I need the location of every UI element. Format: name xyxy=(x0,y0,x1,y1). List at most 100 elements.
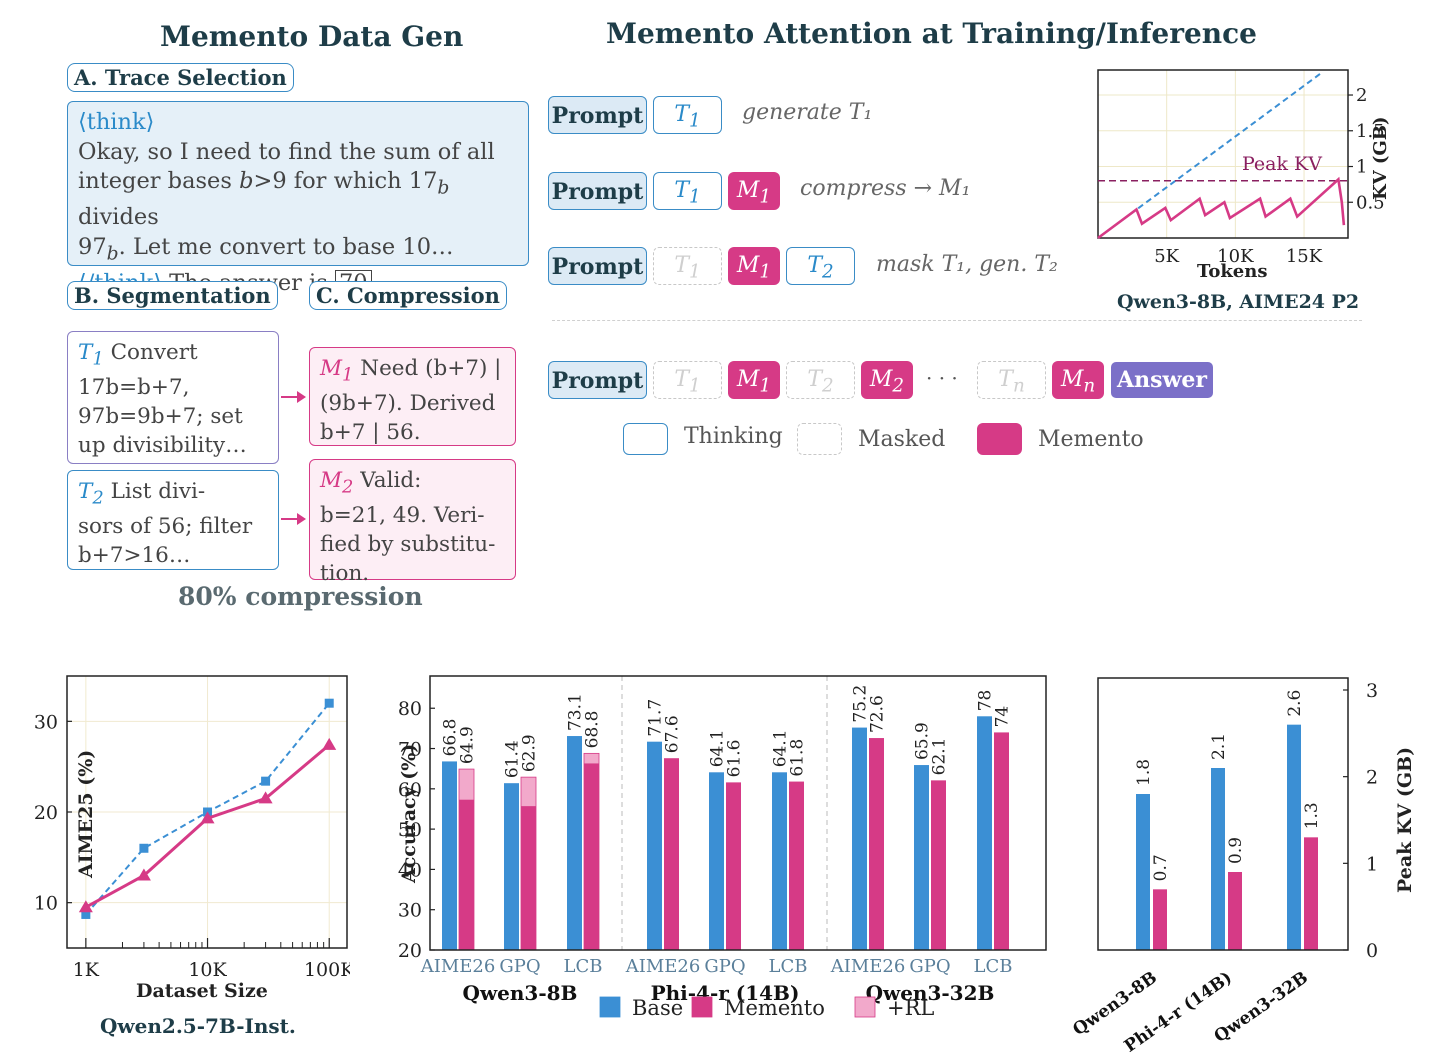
pk-base-bar xyxy=(1136,794,1150,950)
pk-y-tick-label: 1 xyxy=(1366,853,1378,875)
thinking-block-t2: T2 xyxy=(786,247,855,285)
acc-base-bar xyxy=(914,765,929,950)
arrow-t2-m2 xyxy=(281,513,306,525)
kv-x-tick-label: 5K xyxy=(1154,246,1179,267)
prompt-block: Prompt xyxy=(548,361,647,399)
acc-memento-value-label: 74 xyxy=(993,706,1013,728)
legend-masked-label: Masked xyxy=(858,427,946,452)
prompt-block: Prompt xyxy=(548,96,647,134)
pk-memento-value-label: 0.7 xyxy=(1151,854,1171,881)
pk-y-label: Peak KV (GB) xyxy=(1394,747,1416,893)
pk-memento-bar xyxy=(1304,837,1318,950)
pk-memento-value-label: 1.3 xyxy=(1302,802,1322,829)
acc-memento-value-label: 61.6 xyxy=(725,740,745,778)
thinking-block-t1: T1 xyxy=(653,172,722,210)
ds-plot-frame xyxy=(66,675,348,949)
compression-heading: C. Compression xyxy=(309,281,507,310)
acc-memento-bar xyxy=(789,781,804,950)
acc-group-label: Qwen3-8B xyxy=(463,981,578,1005)
acc-base-bar xyxy=(852,727,867,950)
acc-category-label: LCB xyxy=(974,956,1013,977)
ds-x-tick-label: 10K xyxy=(188,959,227,981)
acc-base-bar xyxy=(567,736,582,950)
acc-category-label: AIME26 xyxy=(420,956,496,977)
ds-x-tick-label: 1K xyxy=(73,959,100,981)
acc-memento-bar xyxy=(726,782,741,950)
acc-category-label: AIME26 xyxy=(625,956,701,977)
pk-base-bar xyxy=(1287,724,1301,950)
ds-y-label: AIME25 (%) xyxy=(75,750,97,879)
acc-legend-swatch xyxy=(691,996,713,1018)
annotation-mask-gen: mask T₁, gen. T₂ xyxy=(876,252,1058,277)
acc-memento-bar xyxy=(931,780,946,950)
acc-memento-bar xyxy=(459,799,474,950)
memento-m2-box: M2 Valid: b=21, 49. Veri- fied by substi… xyxy=(309,459,516,586)
acc-y-tick-label: 40 xyxy=(398,859,422,881)
pk-memento-value-label: 0.9 xyxy=(1226,837,1246,864)
masked-block-t1: T1 xyxy=(653,247,722,285)
ds-y-tick-label: 20 xyxy=(34,802,58,824)
acc-base-value-label: 66.8 xyxy=(441,719,461,757)
ellipsis: · · · xyxy=(926,366,958,390)
think-open-tag: ⟨think⟩ xyxy=(78,109,155,135)
kv-y-label: KV (GB) xyxy=(1370,117,1391,201)
acc-y-tick-label: 30 xyxy=(398,900,422,922)
prompt-block: Prompt xyxy=(548,247,647,285)
kv-chart: 5K 10K 15K 0.5 1 1.5 2 Peak KV Tokens KV (GB) xyxy=(1097,69,1391,282)
acc-base-value-label: 64.1 xyxy=(708,729,728,767)
acc-y-tick-label: 70 xyxy=(398,739,422,761)
segment-t1-box: T1 Convert 17b=b+7, 97b=9b+7; set up div… xyxy=(67,331,279,464)
masked-block-t2: T2 xyxy=(786,361,855,399)
acc-base-bar xyxy=(647,741,662,950)
memento-block-m1: M1 xyxy=(728,361,780,399)
acc-category-label: AIME26 xyxy=(830,956,906,977)
memento-block-m1: M1 xyxy=(728,247,780,285)
ds-y-tick-label: 10 xyxy=(34,893,58,915)
acc-base-bar xyxy=(977,716,992,950)
ds-x-tick-label: 100K xyxy=(304,959,350,981)
acc-y-tick-label: 60 xyxy=(398,779,422,801)
acc-memento-value-label: 62.9 xyxy=(520,734,540,772)
ds-memento-point xyxy=(78,900,93,913)
pk-memento-bar xyxy=(1228,872,1242,950)
accuracy-chart: 20 30 40 50 60 70 80 66.864.9 AIME26 61.462.9 GPQ 7… xyxy=(398,675,1047,1020)
legend-thinking-swatch xyxy=(623,423,668,455)
annotation-generate: generate T₁ xyxy=(742,100,873,125)
acc-memento-value-label: 68.8 xyxy=(583,711,603,749)
pk-y-tick-label: 2 xyxy=(1366,767,1378,789)
acc-base-value-label: 75.2 xyxy=(851,685,871,723)
acc-memento-bar xyxy=(869,738,884,950)
acc-base-value-label: 73.1 xyxy=(566,693,586,731)
data-gen-title: Memento Data Gen xyxy=(160,20,464,53)
pk-base-value-label: 1.8 xyxy=(1134,759,1154,786)
ds-memento-point xyxy=(258,791,273,804)
ds-memento-point xyxy=(200,811,215,824)
acc-memento-bar xyxy=(521,806,536,950)
pk-plot-frame xyxy=(1097,677,1349,951)
pk-y-tick-label: 3 xyxy=(1366,680,1378,702)
acc-memento-value-label: 62.1 xyxy=(930,738,950,776)
pk-base-value-label: 2.1 xyxy=(1209,733,1229,760)
ds-x-label: Dataset Size xyxy=(136,980,268,1002)
legend-masked-swatch xyxy=(797,423,842,455)
acc-base-bar xyxy=(709,772,724,950)
acc-base-bar xyxy=(772,772,787,950)
acc-category-label: LCB xyxy=(769,956,808,977)
kv-x-tick-label: 15K xyxy=(1286,246,1323,267)
ds-caption: Qwen2.5-7B-Inst. xyxy=(100,1014,296,1038)
acc-legend-label: +RL xyxy=(887,996,934,1020)
kv-x-label: Tokens xyxy=(1197,261,1267,282)
masked-block-t1: T1 xyxy=(653,361,722,399)
acc-y-label: Accuracy (%) xyxy=(398,744,420,884)
acc-plot-frame xyxy=(429,675,1047,951)
acc-base-value-label: 65.9 xyxy=(913,722,933,760)
kv-plot-frame xyxy=(1097,69,1349,239)
ds-base-point xyxy=(81,909,91,919)
acc-base-value-label: 61.4 xyxy=(503,740,523,778)
acc-category-label: GPQ xyxy=(909,956,950,977)
acc-base-bar xyxy=(504,783,519,950)
acc-base-value-label: 71.7 xyxy=(646,699,666,737)
acc-memento-value-label: 61.8 xyxy=(788,739,808,777)
acc-category-label: GPQ xyxy=(499,956,540,977)
